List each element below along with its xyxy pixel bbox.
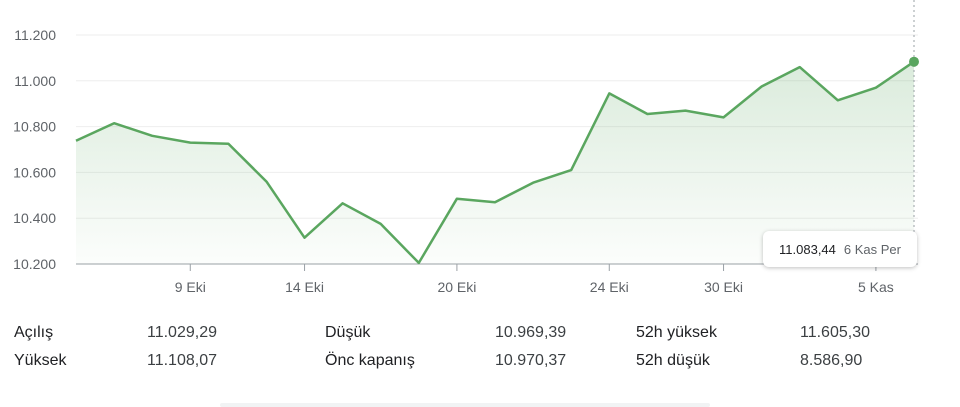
tooltip-date: 6 Kas Per: [843, 241, 901, 257]
y-tick-label: 11.000: [14, 73, 56, 89]
y-tick-label: 10.200: [13, 256, 56, 272]
stat-label-prev-close: Önc kapanış: [325, 352, 415, 369]
x-tick-label: 9 Eki: [175, 279, 206, 295]
current-price-dot[interactable]: [909, 56, 919, 67]
x-tick-label: 14 Eki: [285, 279, 324, 295]
x-tick-label: 30 Eki: [704, 279, 743, 295]
stats-table: Açılış 11.029,29 Düşük 10.969,39 52h yük…: [14, 324, 954, 380]
stat-label-high: Yüksek: [14, 352, 67, 369]
stat-label-52w-high: 52h yüksek: [636, 324, 717, 341]
x-tick-label: 20 Eki: [437, 279, 476, 295]
price-line: [75, 60, 915, 265]
stat-value-52w-low: 8.586,90: [800, 352, 863, 369]
stat-value-high: 11.108,07: [147, 352, 217, 369]
price-area: [76, 61, 914, 265]
tooltip-value: 11.083,44: [779, 241, 836, 257]
stat-value-prev-close: 10.970,37: [495, 352, 567, 369]
stat-label-open: Açılış: [14, 324, 54, 341]
price-tooltip: 11.083,44 6 Kas Per: [763, 231, 917, 267]
y-tick-label: 10.800: [13, 119, 56, 135]
stats-row: Açılış 11.029,29 Düşük 10.969,39 52h yük…: [14, 324, 954, 352]
x-tick-label: 24 Eki: [590, 279, 629, 295]
y-tick-label: 10.600: [13, 164, 56, 180]
x-tick-label: 5 Kas: [858, 279, 894, 295]
stat-value-open: 11.029,29: [147, 324, 217, 341]
stat-label-low: Düşük: [325, 324, 371, 341]
stat-value-low: 10.969,39: [495, 324, 567, 341]
price-chart: 10.200 10.400 10.600 10.800 11.000 11.200 9 E…: [13, 0, 919, 295]
stats-row: Yüksek 11.108,07 Önc kapanış 10.970,37 5…: [14, 352, 954, 380]
y-tick-label: 11.200: [14, 27, 56, 43]
scroll-indicator: [220, 403, 710, 407]
stat-value-52w-high: 11.605,30: [800, 324, 870, 341]
stat-label-52w-low: 52h düşük: [636, 352, 710, 369]
y-tick-label: 10.400: [13, 210, 56, 226]
